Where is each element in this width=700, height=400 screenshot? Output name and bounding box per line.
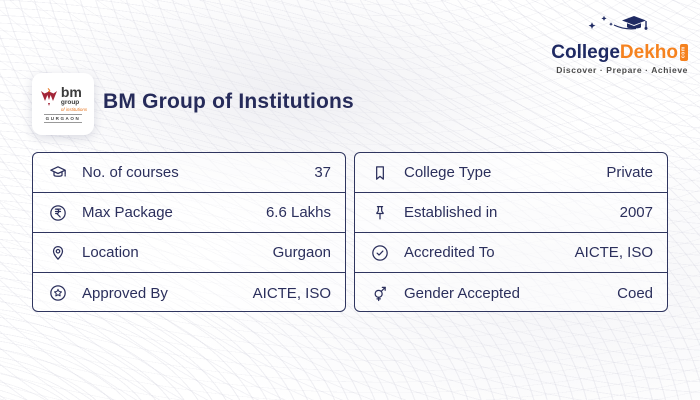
- info-value: AICTE, ISO: [252, 284, 331, 302]
- approved-badge-icon: [47, 283, 69, 303]
- info-label: No. of courses: [82, 164, 179, 181]
- info-label: Accredited To: [404, 244, 495, 261]
- info-value: Private: [606, 164, 653, 181]
- info-table-left: No. of courses 37 Max Package 6.6 Lakhs …: [32, 152, 346, 312]
- info-label: College Type: [404, 164, 492, 181]
- info-label: Approved By: [82, 284, 168, 302]
- info-value: 6.6 Lakhs: [265, 204, 331, 221]
- pushpin-icon: [369, 203, 391, 223]
- location-icon: [47, 243, 69, 263]
- info-value: Gurgaon: [272, 244, 331, 261]
- page-title: BM Group of Institutions: [103, 90, 354, 113]
- bm-logo-name: bm: [60, 84, 82, 100]
- graduation-cap-icon: [47, 163, 69, 183]
- bookmark-icon: [369, 163, 391, 183]
- college-logo-card: bm group of institutions GURGAON: [32, 73, 94, 135]
- brand-dekho-text: Dekho: [619, 42, 678, 63]
- brand-tagline: Discover · Prepare · Achieve: [556, 65, 688, 75]
- info-label: Max Package: [82, 204, 173, 221]
- check-circle-icon: [369, 243, 391, 263]
- table-row-location: Location Gurgaon: [33, 233, 345, 273]
- bm-logo-city: GURGAON: [43, 114, 83, 123]
- table-row-gender: Gender Accepted Coed: [355, 273, 667, 311]
- table-row-courses: No. of courses 37: [33, 153, 345, 193]
- table-row-max-package: Max Package 6.6 Lakhs: [33, 193, 345, 233]
- info-label: Location: [82, 244, 139, 261]
- info-value: 37: [314, 164, 331, 181]
- brand-college-text: College: [551, 42, 620, 63]
- collegedekho-logo: College Dekho com Discover · Prepare · Ach…: [528, 13, 688, 75]
- info-value: 2007: [619, 204, 653, 221]
- bm-logo-sub2: of institutions: [60, 106, 88, 112]
- table-row-accredited: Accredited To AICTE, ISO: [355, 233, 667, 273]
- bm-emblem-icon: [40, 87, 57, 106]
- gender-icon: [369, 283, 391, 303]
- info-value: Coed: [617, 284, 653, 302]
- table-row-approved-by: Approved By AICTE, ISO: [33, 273, 345, 311]
- info-table-right: College Type Private Established in 2007…: [354, 152, 668, 312]
- rupee-icon: [47, 203, 69, 223]
- info-label: Gender Accepted: [404, 284, 520, 302]
- brand-domain-badge: com: [680, 44, 688, 61]
- table-row-established: Established in 2007: [355, 193, 667, 233]
- bm-logo-sub: group: [60, 99, 80, 106]
- info-label: Established in: [404, 204, 498, 221]
- info-value: AICTE, ISO: [574, 244, 653, 261]
- graduation-cap-stars-icon: [588, 15, 648, 30]
- table-row-college-type: College Type Private: [355, 153, 667, 193]
